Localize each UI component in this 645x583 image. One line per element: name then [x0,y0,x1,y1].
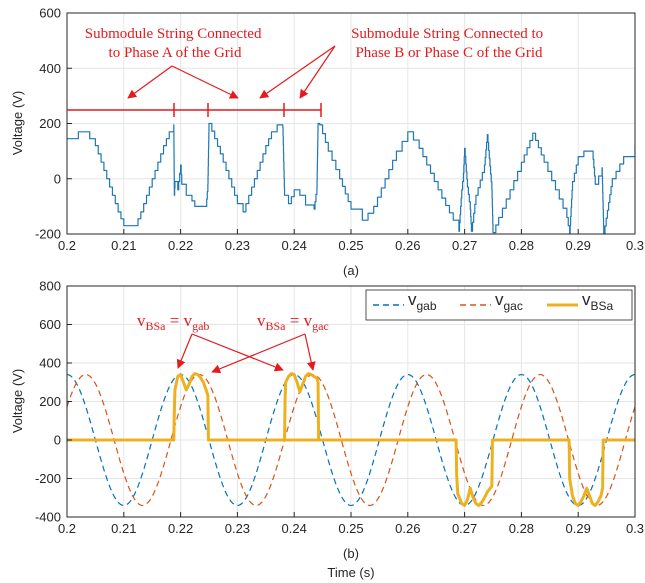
panel-a: 0.2 0.21 0.22 0.23 0.24 0.25 0.26 0.27 0.28 0.29 0… [10,6,644,279]
panel-a-label: (a) [343,263,359,278]
panel-a-ytick-label: 0 [54,171,61,186]
panel-a-xtick-label: 0.24 [282,238,307,253]
panel-a-ytick-label: 400 [39,61,61,76]
panel-a-ytick-label: -200 [35,227,61,242]
panel-a-annotation-arrows [127,45,336,99]
legend-label-bsa: vBSa [582,290,614,313]
panel-b-xtick-label: 0.2 [58,521,76,536]
legend-label-gac: vgac [495,290,523,313]
panel-b-xtick-label: 0.27 [452,521,477,536]
panel-a-xtick-label: 0.21 [111,238,136,253]
panel-b-series-line-2 [67,372,635,507]
legend-box [365,289,633,321]
panel-b-series [67,372,635,507]
panel-a-ytick-label: 600 [39,6,61,21]
panel-a-xtick-label: 0.23 [225,238,250,253]
annotation-vbsa-eq-vgac: vBSa = vgac [257,311,329,333]
legend: vgab vgac vBSa [365,289,633,321]
panel-b-xtick-label: 0.25 [338,521,363,536]
legend-label-gab: vgab [408,290,437,313]
panel-a-x-ticks: 0.2 0.21 0.22 0.23 0.24 0.25 0.26 0.27 0.28 0.29 0… [58,229,644,253]
panel-a-xtick-label: 0.29 [566,238,591,253]
panel-a-annotation-bracket [67,103,322,117]
panel-a-xtick-label: 0.27 [452,238,477,253]
annotation-phase-bc-line2: Phase B or Phase C of the Grid [355,45,543,61]
panel-b-ylabel: Voltage (V) [10,369,25,433]
panel-b-annotation-arrows [176,333,316,374]
panel-b-xtick-label: 0.29 [566,521,591,536]
panel-b: 0.2 0.21 0.22 0.23 0.24 0.25 0.26 0.27 0.28 0.29 0… [10,279,644,581]
panel-a-ylabel: Voltage (V) [10,91,25,155]
panel-b-xtick-label: 0.24 [282,521,307,536]
panel-b-ytick-label: 800 [39,279,61,294]
panel-b-ytick-label: -200 [35,471,61,486]
panel-a-series [67,122,635,234]
panel-b-y-ticks: -400 -200 0 200 400 600 800 [35,279,72,525]
panel-a-xtick-label: 0.25 [338,238,363,253]
panel-b-ytick-label: 200 [39,394,61,409]
panel-b-xtick-label: 0.23 [225,521,250,536]
annotation-phase-a-line2: to Phase A of the Grid [109,45,242,61]
panel-b-xlabel: Time (s) [327,565,374,580]
annotation-vbsa-eq-vgab: vBSa = vgab [137,311,209,333]
panel-b-ytick-label: 600 [39,317,61,332]
panel-a-xtick-label: 0.28 [509,238,534,253]
panel-a-series-line-0 [67,122,635,234]
panel-b-ytick-label: 0 [54,433,61,448]
annotation-phase-bc-line1: Submodule String Connected to [351,26,543,42]
panel-b-xtick-label: 0.28 [509,521,534,536]
panel-b-x-ticks: 0.2 0.21 0.22 0.23 0.24 0.25 0.26 0.27 0.28 0.29 0… [58,512,644,536]
panel-a-xtick-label: 0.22 [168,238,193,253]
panel-a-xtick-label: 0.26 [395,238,420,253]
panel-a-y-ticks: -200 0 200 400 600 [35,6,72,242]
annotation-phase-a: Submodule String Connected to Phase A of… [85,26,265,61]
panel-a-xtick-label: 0.2 [58,238,76,253]
panel-b-xtick-label: 0.26 [395,521,420,536]
panel-b-ytick-label: 400 [39,356,61,371]
panel-b-series-line-0 [67,373,635,507]
panel-a-xtick-label: 0.3 [626,238,644,253]
panel-a-ytick-label: 200 [39,116,61,131]
annotation-phase-a-line1: Submodule String Connected [85,26,262,42]
panel-b-series-line-1 [67,373,635,507]
panel-b-ytick-label: -400 [35,510,61,525]
panel-b-xtick-label: 0.21 [111,521,136,536]
annotation-phase-bc: Submodule String Connected to Phase B or… [351,26,547,61]
panel-b-xtick-label: 0.22 [168,521,193,536]
panel-b-label: (b) [343,546,359,561]
panel-b-xtick-label: 0.3 [626,521,644,536]
